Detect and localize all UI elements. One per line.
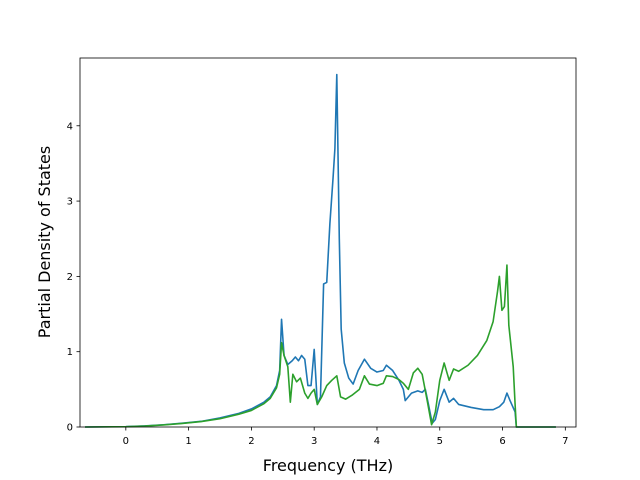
series-line-2	[85, 264, 556, 428]
plot-frame	[79, 57, 577, 428]
x-axis-label: Frequency (THz)	[263, 456, 393, 475]
y-tick-label: 4	[67, 121, 73, 132]
x-tick-label: 5	[437, 436, 443, 447]
x-tick-label: 4	[374, 436, 380, 447]
x-tick-label: 7	[562, 436, 568, 447]
x-tick-label: 6	[499, 436, 505, 447]
y-axis-label: Partial Density of States	[35, 146, 54, 338]
y-axis-ticks: 0 1 2 3 4	[67, 121, 80, 434]
x-tick-label: 0	[123, 436, 129, 447]
y-tick-label: 3	[67, 197, 73, 208]
x-tick-label: 1	[185, 436, 191, 447]
y-tick-label: 1	[67, 347, 73, 358]
x-axis-ticks: 0 1 2 3 4 5 6 7	[123, 427, 569, 447]
y-tick-label: 2	[67, 272, 73, 283]
y-tick-label: 0	[67, 423, 73, 434]
x-tick-label: 3	[311, 436, 317, 447]
x-tick-label: 2	[248, 436, 254, 447]
series-layer	[85, 73, 556, 428]
